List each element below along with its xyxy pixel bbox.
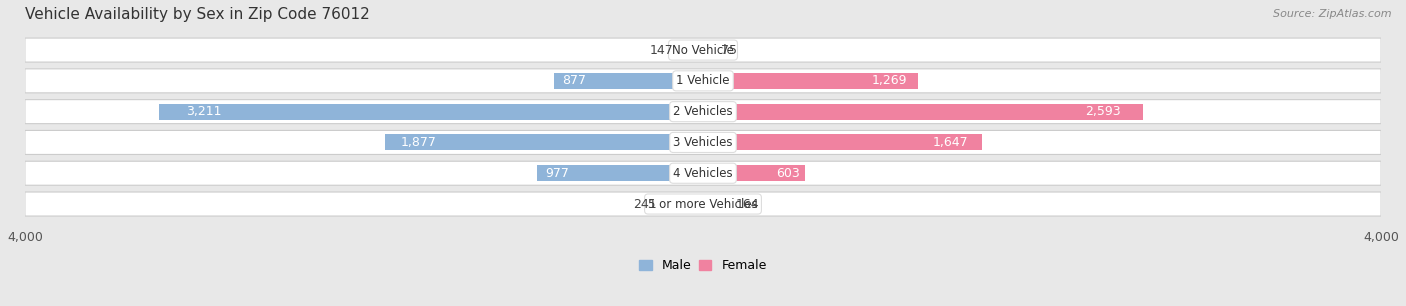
Legend: Male, Female: Male, Female xyxy=(640,259,766,272)
Bar xyxy=(678,42,703,58)
Text: 2,593: 2,593 xyxy=(1085,105,1121,118)
Text: 241: 241 xyxy=(634,197,657,211)
Text: Vehicle Availability by Sex in Zip Code 76012: Vehicle Availability by Sex in Zip Code … xyxy=(25,7,370,22)
Bar xyxy=(703,165,806,181)
Bar xyxy=(385,134,703,151)
Bar xyxy=(662,196,703,212)
FancyBboxPatch shape xyxy=(25,38,1381,62)
Text: Source: ZipAtlas.com: Source: ZipAtlas.com xyxy=(1274,9,1392,19)
Text: 603: 603 xyxy=(776,167,800,180)
Bar xyxy=(554,73,703,89)
FancyBboxPatch shape xyxy=(25,161,1381,185)
Text: 977: 977 xyxy=(546,167,569,180)
Bar xyxy=(703,196,731,212)
Text: 1,877: 1,877 xyxy=(401,136,437,149)
Text: 3,211: 3,211 xyxy=(186,105,221,118)
Text: No Vehicle: No Vehicle xyxy=(672,43,734,57)
Bar xyxy=(159,104,703,120)
FancyBboxPatch shape xyxy=(25,100,1381,124)
Bar xyxy=(703,104,1143,120)
Bar xyxy=(703,42,716,58)
Bar xyxy=(703,134,983,151)
FancyBboxPatch shape xyxy=(25,130,1381,155)
Text: 164: 164 xyxy=(735,197,759,211)
Text: 5 or more Vehicles: 5 or more Vehicles xyxy=(648,197,758,211)
FancyBboxPatch shape xyxy=(25,69,1381,93)
FancyBboxPatch shape xyxy=(25,192,1381,216)
Text: 4 Vehicles: 4 Vehicles xyxy=(673,167,733,180)
Text: 877: 877 xyxy=(562,74,586,87)
Text: 2 Vehicles: 2 Vehicles xyxy=(673,105,733,118)
Text: 3 Vehicles: 3 Vehicles xyxy=(673,136,733,149)
Text: 147: 147 xyxy=(650,43,673,57)
Text: 1 Vehicle: 1 Vehicle xyxy=(676,74,730,87)
Text: 1,269: 1,269 xyxy=(872,74,907,87)
Bar xyxy=(537,165,703,181)
Text: 75: 75 xyxy=(721,43,737,57)
Text: 1,647: 1,647 xyxy=(932,136,969,149)
Bar xyxy=(703,73,918,89)
